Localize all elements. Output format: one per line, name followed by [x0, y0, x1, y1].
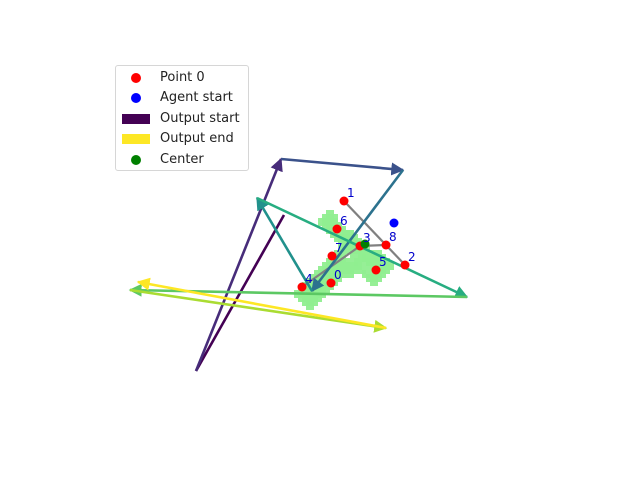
- point-7: [327, 251, 337, 261]
- point-1: [339, 196, 349, 206]
- region-cell: [350, 266, 358, 274]
- legend-item-agent-start: Agent start: [116, 88, 250, 108]
- region-cell: [322, 274, 330, 282]
- legend-label-output-end: Output end: [160, 131, 234, 146]
- point-8: [381, 240, 391, 250]
- point-label-7: 7: [335, 241, 343, 255]
- point-2: [400, 260, 410, 270]
- points-layer: [297, 196, 410, 292]
- point-labels: 0 1 2 3 4 5 6 7 8: [305, 186, 416, 286]
- point-0: [326, 278, 336, 288]
- output-path-segment: [194, 157, 283, 372]
- legend-marker-agent-start: [131, 93, 141, 103]
- output-path-segment: [255, 196, 314, 292]
- legend-item-point-0: Point 0: [116, 68, 250, 88]
- point-label-8: 8: [389, 230, 397, 244]
- point-4: [297, 282, 307, 292]
- output-path-segment: [280, 157, 405, 176]
- point-label-3: 3: [363, 231, 371, 245]
- legend-label-agent-start: Agent start: [160, 90, 233, 105]
- legend-marker-center: [131, 155, 141, 165]
- region-cell: [330, 214, 338, 222]
- output-path-segment: [310, 169, 405, 293]
- point-label-6: 6: [340, 214, 348, 228]
- region-cell: [306, 294, 314, 302]
- center-marker: [360, 239, 370, 249]
- region-cell: [386, 262, 394, 270]
- legend-label-point-0: Point 0: [160, 70, 205, 85]
- legend-label-output-start: Output start: [160, 111, 240, 126]
- legend-item-output-end: Output end: [116, 129, 250, 149]
- output-path-segment: [136, 277, 387, 330]
- legend-label-center: Center: [160, 152, 204, 167]
- legend-item-output-start: Output start: [116, 109, 250, 129]
- legend-item-center: Center: [116, 150, 250, 170]
- agent-start-marker: [389, 218, 399, 228]
- point-label-1: 1: [347, 186, 355, 200]
- gray-link: [343, 200, 406, 266]
- output-path: [128, 157, 469, 372]
- legend-marker-point-0: [131, 73, 141, 83]
- region-cell: [378, 270, 386, 278]
- point-label-4: 4: [305, 272, 313, 286]
- region-cell: [366, 258, 374, 266]
- legend-marker-output-end: [122, 134, 150, 144]
- point-label-0: 0: [334, 268, 342, 282]
- point-label-5: 5: [379, 255, 387, 269]
- point-6: [332, 224, 342, 234]
- output-path-segment: [129, 288, 388, 333]
- point-5: [371, 265, 381, 275]
- point-label-2: 2: [408, 250, 416, 264]
- legend: Point 0 Agent start Output start Output …: [115, 65, 249, 171]
- legend-marker-output-start: [122, 114, 150, 124]
